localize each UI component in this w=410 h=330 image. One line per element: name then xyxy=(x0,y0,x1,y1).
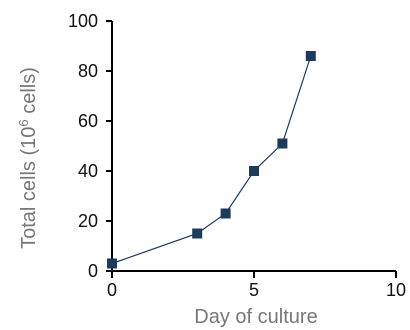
x-axis-title: Day of culture xyxy=(194,306,317,328)
y-axis-title-superscript: 6 xyxy=(16,119,31,126)
data-point-marker xyxy=(249,166,259,176)
data-point-marker xyxy=(192,228,203,239)
data-point-marker xyxy=(220,208,231,219)
y-axis-title-prefix: Total cells (10 xyxy=(18,127,40,249)
y-tick-label: 0 xyxy=(88,261,98,281)
x-axis-ticks: 0 5 10 xyxy=(107,271,406,300)
y-axis-title-suffix: cells) xyxy=(18,67,40,119)
y-tick-label: 20 xyxy=(78,211,98,231)
data-point-marker xyxy=(107,258,117,269)
series-line xyxy=(111,55,312,265)
data-point-marker xyxy=(305,51,316,61)
y-axis-title: Total cells (106 cells) xyxy=(16,67,40,249)
data-point-marker xyxy=(277,138,288,149)
y-tick-label: 40 xyxy=(78,161,98,181)
axes xyxy=(111,21,396,272)
y-tick-label: 60 xyxy=(78,111,98,131)
y-axis-ticks: 0 20 40 60 80 100 xyxy=(68,11,112,281)
y-tick-label: 100 xyxy=(68,11,98,31)
y-tick-label: 80 xyxy=(78,61,98,81)
data-series xyxy=(107,51,316,269)
x-tick-label: 5 xyxy=(249,280,259,300)
x-tick-label: 10 xyxy=(386,280,406,300)
x-tick-label: 0 xyxy=(107,280,117,300)
